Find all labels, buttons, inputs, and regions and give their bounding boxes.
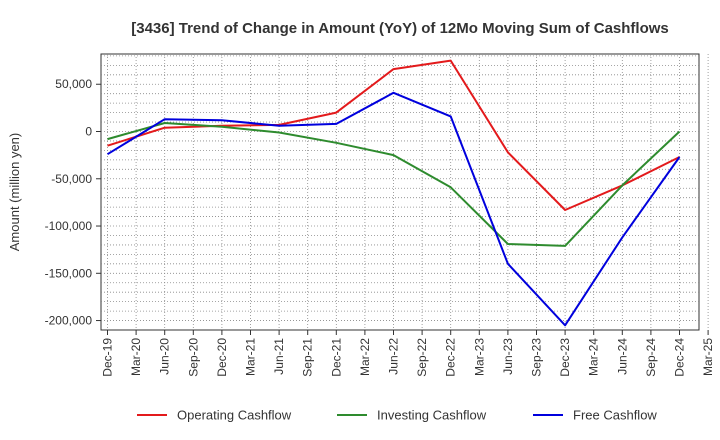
x-tick-label: Sep-24 (644, 338, 658, 377)
y-tick-label: 0 (85, 125, 92, 139)
x-tick-label: Jun-20 (158, 338, 172, 375)
x-tick-label: Jun-24 (615, 338, 629, 375)
x-tick-label: Sep-21 (301, 338, 315, 377)
x-tick-label: Sep-23 (530, 338, 544, 377)
y-tick-label: 50,000 (55, 77, 92, 91)
x-tick-label: Dec-19 (101, 338, 115, 377)
x-tick-label: Dec-20 (215, 338, 229, 377)
legend-label: Operating Cashflow (177, 408, 292, 423)
x-tick-label: Mar-21 (244, 338, 258, 376)
y-tick-label: -50,000 (51, 172, 92, 186)
x-tick-label: Jun-23 (501, 338, 515, 375)
legend: Operating Cashflow Investing Cashflow Free… (137, 408, 657, 423)
y-tick-label: -100,000 (45, 219, 93, 233)
x-tick-label: Dec-22 (444, 338, 458, 377)
x-tick-label: Jun-22 (387, 338, 401, 375)
x-tick-label: Sep-20 (186, 338, 200, 377)
y-tick-label: -200,000 (45, 314, 93, 328)
chart-title: [3436] Trend of Change in Amount (YoY) o… (131, 20, 669, 37)
y-tick-label: -150,000 (45, 266, 93, 280)
x-tick-label: Dec-23 (558, 338, 572, 377)
legend-label: Free Cashflow (573, 408, 657, 423)
series-line-free-cashflow (106, 91, 681, 327)
y-axis-ticks: 50,000 0 -50,000 -100,000 -150,000 -200,000 (45, 77, 101, 328)
x-tick-label: Mar-24 (587, 338, 601, 376)
x-tick-label: Jun-21 (272, 338, 286, 375)
x-tick-label: Mar-25 (701, 338, 715, 376)
series-lines (106, 59, 681, 327)
x-tick-label: Dec-21 (329, 338, 343, 377)
x-tick-label: Dec-24 (673, 338, 687, 377)
legend-label: Investing Cashflow (377, 408, 487, 423)
x-tick-label: Mar-22 (358, 338, 372, 376)
plot-area (100, 53, 700, 331)
y-axis-label: Amount (million yen) (7, 133, 22, 252)
series-line-investing-cashflow (107, 122, 681, 247)
x-axis-ticks: Dec-19 Mar-20 Jun-20 Sep-20 Dec-20 Mar-21 Jun-… (101, 330, 715, 377)
x-tick-label: Mar-20 (129, 338, 143, 376)
x-tick-label: Sep-22 (415, 338, 429, 377)
x-tick-label: Mar-23 (472, 338, 486, 376)
